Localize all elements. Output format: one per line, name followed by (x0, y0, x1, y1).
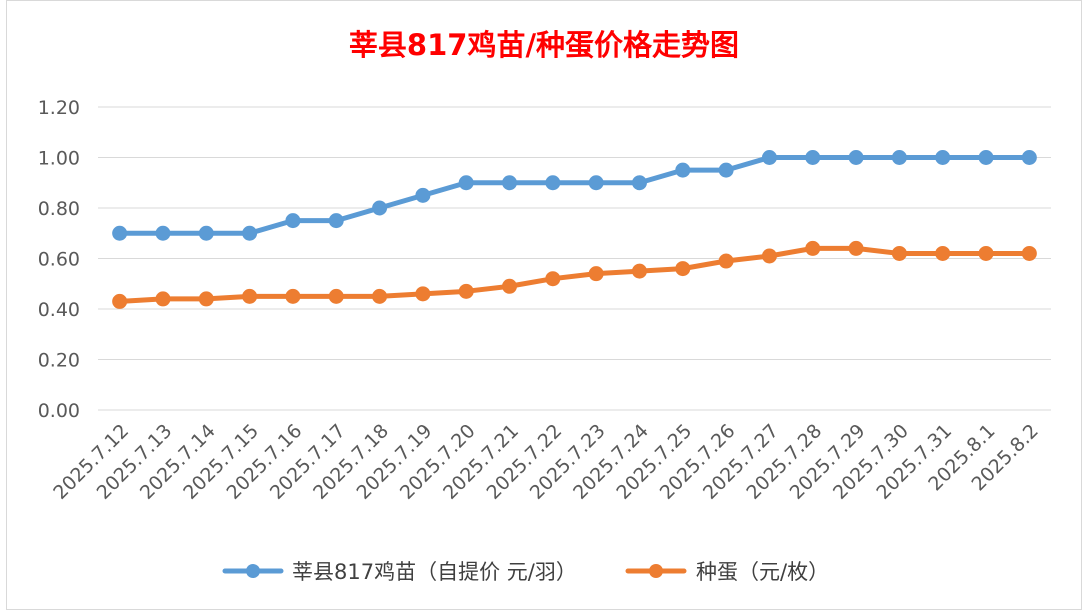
legend-marker-1 (649, 564, 663, 578)
data-point (848, 240, 864, 256)
y-tick-label: 0.00 (38, 400, 80, 422)
data-point (545, 271, 561, 287)
data-point (112, 225, 128, 241)
data-point (805, 150, 821, 165)
data-point (242, 225, 258, 241)
data-point (675, 261, 691, 277)
chart-frame (6, 0, 1082, 610)
data-point (1021, 150, 1037, 165)
y-tick-label: 0.40 (38, 299, 80, 321)
data-point (502, 278, 518, 294)
data-point (848, 150, 864, 165)
data-point (242, 288, 258, 304)
data-point (328, 213, 344, 229)
data-point (935, 245, 951, 261)
data-point (198, 225, 214, 241)
y-tick-label: 1.00 (38, 148, 80, 170)
y-tick-label: 0.80 (38, 198, 80, 220)
data-point (588, 175, 604, 191)
series-line-0 (117, 155, 1032, 236)
legend-label-0: 莘县817鸡苗（自提价 元/羽） (292, 560, 577, 584)
data-point (458, 283, 474, 299)
data-point (372, 200, 388, 216)
data-point (761, 248, 777, 264)
chart-title: 莘县817鸡苗/种蛋价格走势图 (348, 28, 740, 62)
y-tick-label: 0.60 (38, 249, 80, 271)
data-point (372, 288, 388, 304)
y-tick-label: 0.20 (38, 350, 80, 372)
legend: 莘县817鸡苗（自提价 元/羽） 种蛋（元/枚） (222, 560, 829, 584)
data-point (891, 245, 907, 261)
data-point (891, 150, 907, 165)
data-point (285, 213, 301, 229)
y-tick-label: 1.20 (38, 97, 80, 119)
data-point (458, 175, 474, 191)
data-point (112, 293, 128, 309)
x-axis-ticks: 2025.7.122025.7.132025.7.142025.7.152025… (49, 420, 1043, 504)
data-point (675, 162, 691, 178)
data-point (631, 175, 647, 191)
data-point (935, 150, 951, 165)
data-point (545, 175, 561, 191)
data-point (718, 253, 734, 269)
data-point (805, 240, 821, 256)
data-point (155, 225, 171, 241)
legend-marker-0 (246, 564, 260, 578)
legend-label-1: 种蛋（元/枚） (696, 560, 829, 584)
data-point (328, 288, 344, 304)
data-point (631, 263, 647, 279)
series-group (112, 150, 1037, 309)
gridlines (98, 106, 1051, 411)
data-point (285, 288, 301, 304)
data-point (978, 150, 994, 165)
data-point (761, 150, 777, 165)
data-point (588, 266, 604, 282)
data-point (415, 187, 431, 203)
data-point (155, 291, 171, 307)
series-line-1 (117, 245, 1032, 304)
y-axis-ticks: 0.00 0.20 0.40 0.60 0.80 1.00 1.20 (38, 97, 80, 422)
data-point (415, 286, 431, 302)
data-point (1021, 245, 1037, 261)
data-point (978, 245, 994, 261)
data-point (502, 175, 518, 191)
data-point (198, 291, 214, 307)
data-point (718, 162, 734, 178)
